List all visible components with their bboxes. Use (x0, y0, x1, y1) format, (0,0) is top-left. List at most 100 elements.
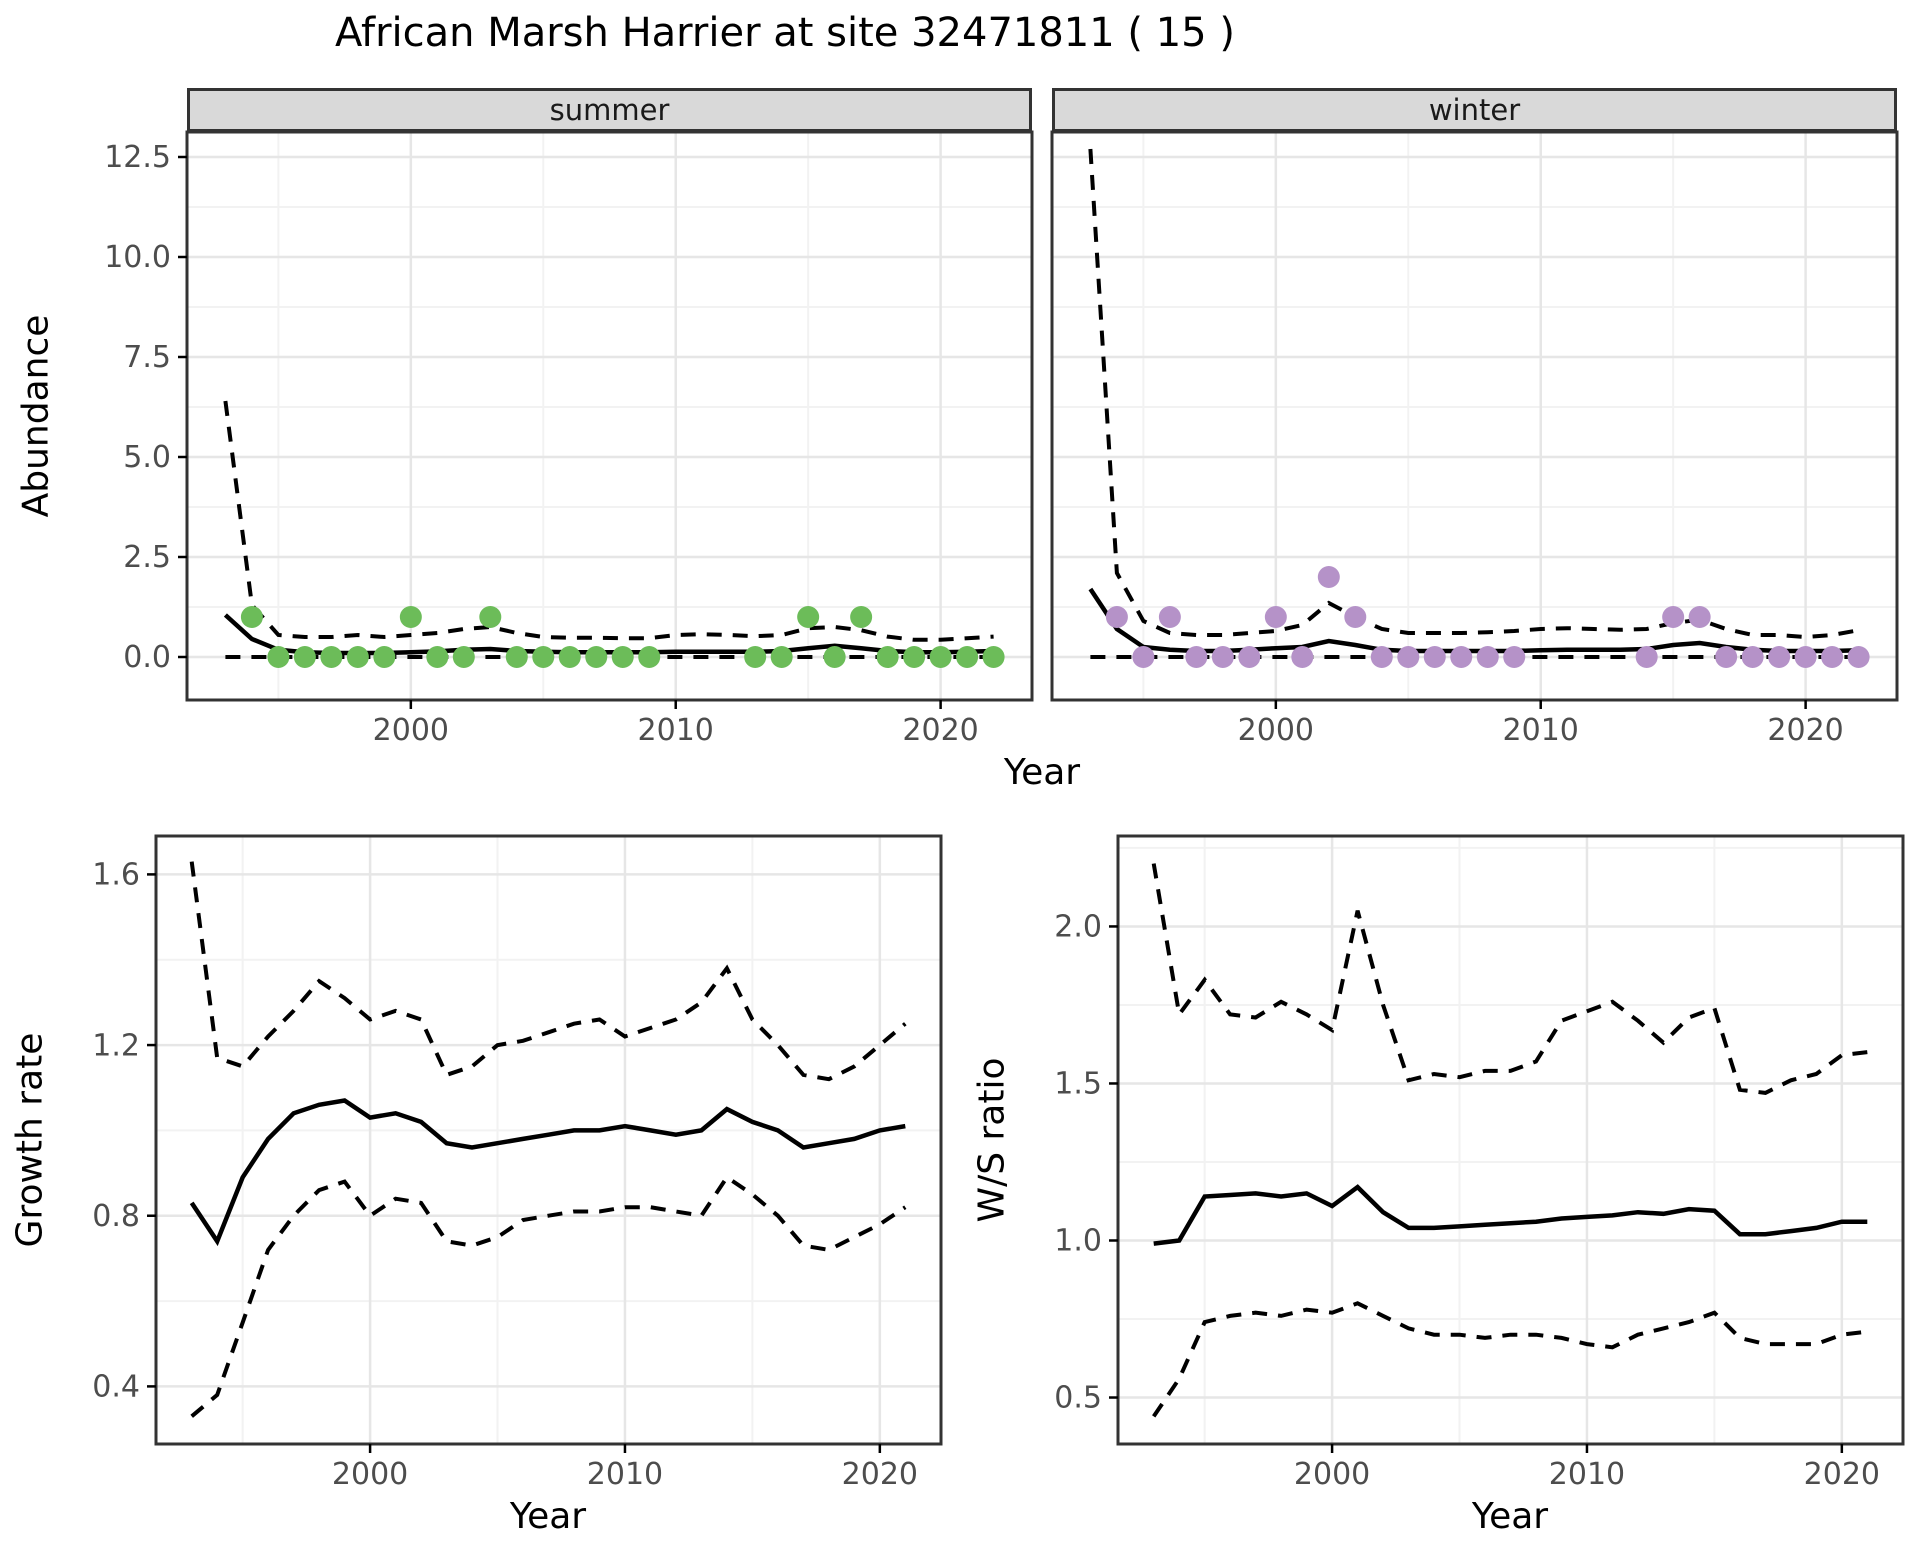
observation-point (903, 646, 926, 668)
observation-point (452, 646, 475, 668)
x-tick-label: 2020 (1804, 1457, 1880, 1492)
observation-point (585, 646, 608, 668)
observation-point (770, 646, 793, 668)
panel-border (154, 834, 943, 1446)
y-tick-label: 1.2 (92, 1028, 140, 1063)
y-axis-title-abundance: Abundance (15, 314, 57, 518)
observation-point (1317, 566, 1340, 588)
observation-point (1662, 606, 1685, 628)
facet-strip-summer-label: summer (549, 93, 670, 127)
y-tick-label: 2.5 (123, 540, 171, 575)
y-tick-label: 0.5 (1054, 1381, 1102, 1416)
ci-upper-line (1151, 863, 1868, 1095)
x-tick-label: 2010 (638, 713, 714, 748)
panel-ws_ratio: 2000 2010 2020 0.5 1.0 1.5 2.0 (1054, 834, 1905, 1492)
facet-strip-summer: summer (187, 88, 1032, 132)
observation-point (1423, 646, 1446, 668)
median-line (189, 1098, 906, 1247)
panel-abundance_summer: 2000 2010 2020 0.0 2.5 5.0 7.5 10.0 12.5 (104, 130, 1034, 748)
ci-lower-line (190, 1174, 907, 1418)
observation-point (1291, 646, 1314, 668)
observation-point (320, 646, 343, 668)
observation-point (1132, 646, 1155, 668)
x-axis-title-year-growth: Year (509, 1496, 587, 1537)
x-tick-label: 2020 (842, 1457, 918, 1492)
ci-upper-line (223, 400, 994, 642)
observation-point (293, 646, 316, 668)
x-axis-title-year-ws: Year (1471, 1496, 1549, 1537)
observation-point (373, 646, 396, 668)
observation-point (479, 606, 502, 628)
panel-abundance_winter: 2000 2010 2020 (1050, 130, 1899, 748)
observation-point (1370, 646, 1393, 668)
observation-point (532, 646, 555, 668)
y-tick-label: 10.0 (104, 240, 171, 275)
y-tick-label: 7.5 (123, 340, 171, 375)
y-axis-title-growth-rate: Growth rate (9, 1032, 51, 1248)
observation-point (1476, 646, 1499, 668)
observation-point (611, 646, 634, 668)
x-tick-label: 2020 (902, 713, 978, 748)
y-tick-label: 1.5 (1054, 1067, 1102, 1102)
x-tick-label: 2000 (373, 713, 449, 748)
panel-border (1116, 834, 1905, 1446)
panel-background (156, 836, 941, 1444)
panel-growth_rate: 2000 2010 2020 0.4 0.8 1.2 1.6 (92, 834, 943, 1492)
observation-point (982, 646, 1005, 668)
x-tick-label: 2000 (1238, 713, 1314, 748)
x-tick-label: 2000 (332, 1457, 408, 1492)
x-tick-label: 2010 (1503, 713, 1579, 748)
observation-point (1847, 646, 1870, 668)
facet-strip-winter-label: winter (1428, 93, 1521, 127)
observation-point (1344, 606, 1367, 628)
panel-border (1050, 130, 1899, 702)
y-tick-label: 5.0 (123, 440, 171, 475)
observation-point (956, 646, 979, 668)
observation-point (1450, 646, 1473, 668)
observation-point (346, 646, 369, 668)
observation-point (1211, 646, 1234, 668)
observation-point (1635, 646, 1658, 668)
observation-point (823, 646, 846, 668)
observation-point (1158, 606, 1181, 628)
observation-point (1397, 646, 1420, 668)
y-axis-title-ws-ratio: W/S ratio (971, 1057, 1013, 1223)
y-tick-label: 0.4 (92, 1370, 140, 1405)
observation-point (240, 606, 263, 628)
y-tick-label: 2.0 (1054, 910, 1102, 945)
observation-point (797, 606, 820, 628)
y-tick-label: 1.6 (92, 858, 140, 893)
x-tick-label: 2010 (587, 1457, 663, 1492)
observation-point (267, 646, 290, 668)
y-tick-label: 1.0 (1054, 1224, 1102, 1259)
observation-point (1821, 646, 1844, 668)
observation-point (1794, 646, 1817, 668)
panel-border (185, 130, 1034, 702)
facet-strip-winter: winter (1052, 88, 1897, 132)
observation-point (1185, 646, 1208, 668)
x-tick-label: 2010 (1549, 1457, 1625, 1492)
observation-point (1715, 646, 1738, 668)
y-tick-label: 12.5 (104, 140, 171, 175)
observation-point (1105, 606, 1128, 628)
observation-point (850, 606, 873, 628)
y-tick-label: 0.0 (123, 640, 171, 675)
ci-upper-line (1088, 148, 1859, 640)
chart-title: African Marsh Harrier at site 32471811 (… (335, 10, 1235, 56)
observation-point (929, 646, 952, 668)
panel-background (187, 132, 1032, 700)
x-tick-label: 2000 (1294, 1457, 1370, 1492)
observation-point (505, 646, 528, 668)
ci-upper-line (189, 861, 907, 1082)
observation-point (1238, 646, 1261, 668)
observation-point (744, 646, 767, 668)
observation-point (1768, 646, 1791, 668)
x-tick-label: 2020 (1767, 713, 1843, 748)
observation-point (399, 606, 422, 628)
x-axis-title-year-top: Year (1003, 752, 1081, 793)
ci-lower-line (1152, 1301, 1868, 1418)
panel-background (1052, 132, 1897, 700)
observation-point (1741, 646, 1764, 668)
y-tick-label: 0.8 (92, 1199, 140, 1234)
